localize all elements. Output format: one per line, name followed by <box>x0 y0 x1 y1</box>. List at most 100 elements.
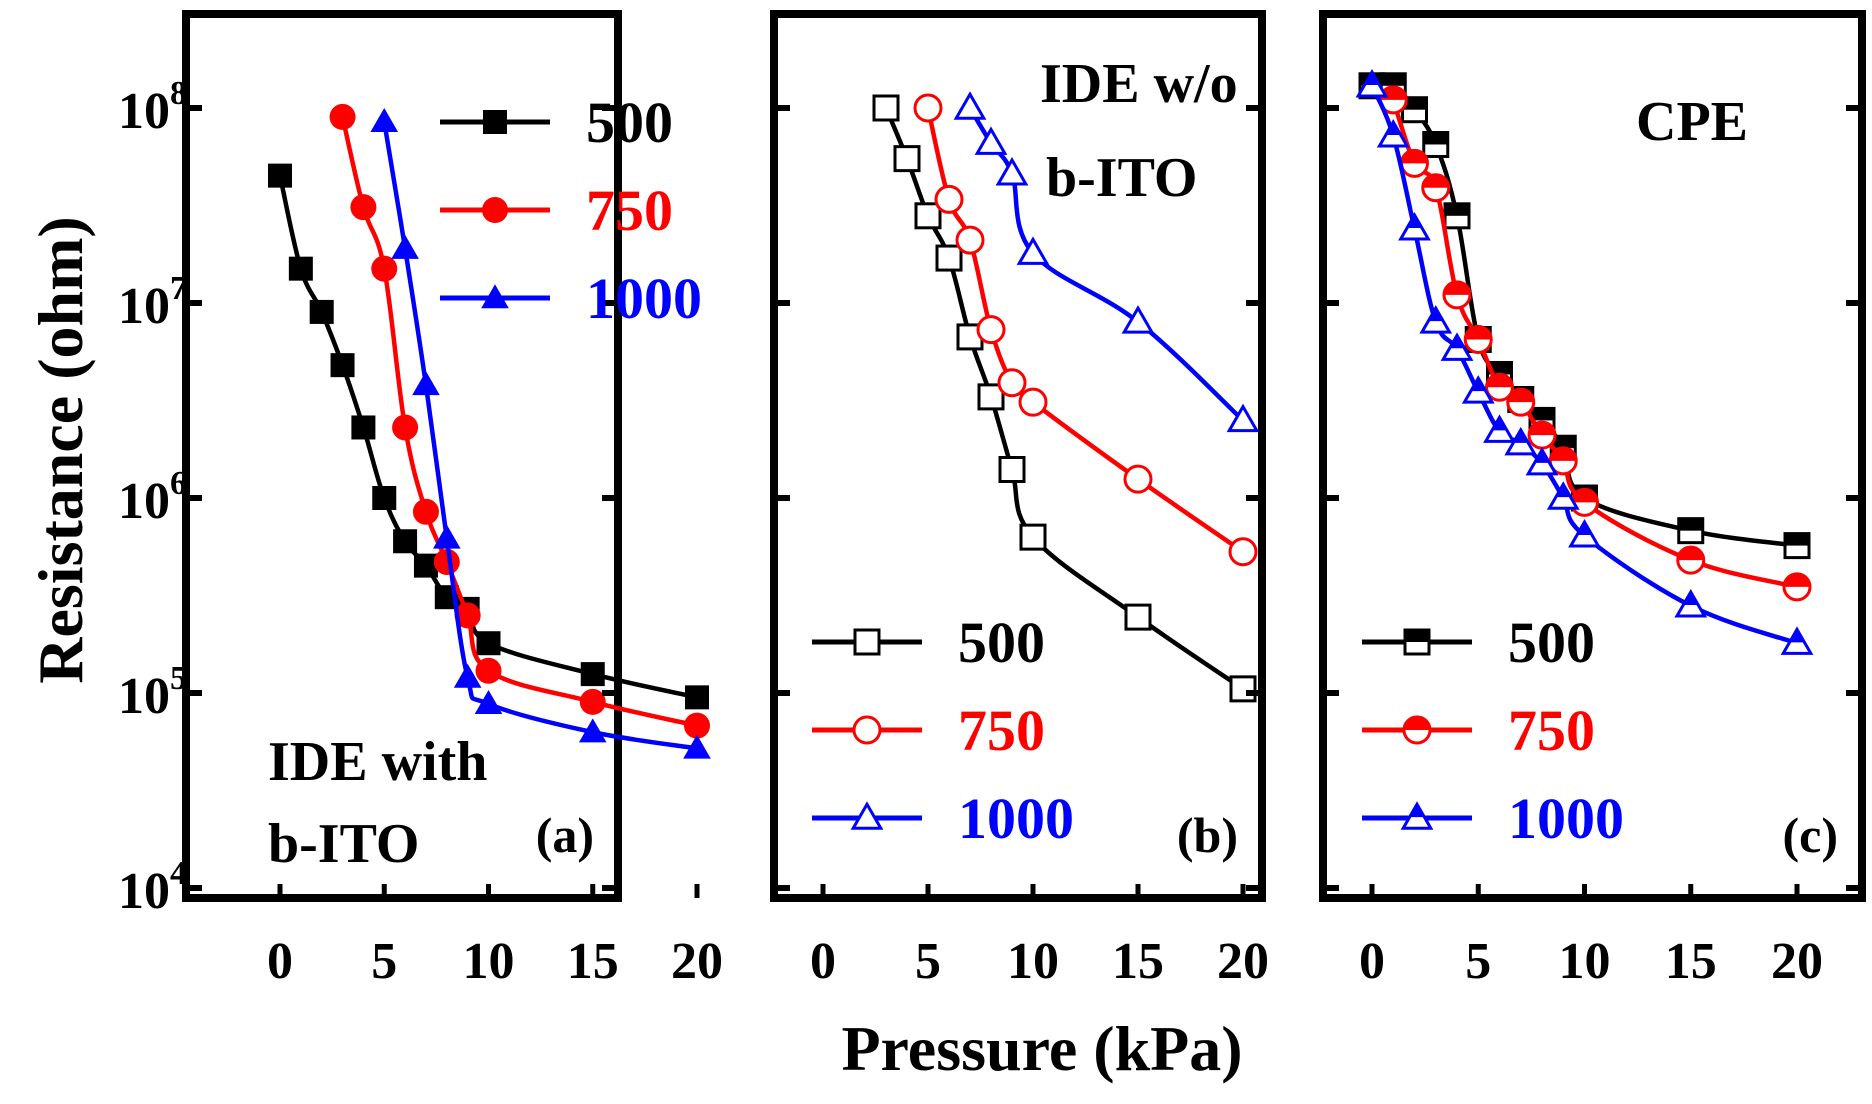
ytick-label: 106 <box>118 465 187 530</box>
panel-c-legend-750: 750 <box>1362 698 1595 763</box>
panel-a-series-500-point <box>476 631 501 656</box>
panel-b-series-500-point <box>1124 603 1152 631</box>
panel-a-xtick-label: 0 <box>267 933 293 990</box>
panel-c-series-1000-point <box>1419 305 1453 334</box>
panel-a-series-750-line <box>340 116 698 728</box>
panel-b-series-750-point <box>1018 387 1048 417</box>
panel-b-legend-marker <box>852 715 882 745</box>
panel-a-legend-500: 500 <box>440 90 673 155</box>
panel-a-xtick-label: 20 <box>671 933 723 990</box>
panel-b-series-1000-point <box>974 126 1008 155</box>
panel-c-series-1000-point <box>1568 518 1601 548</box>
panel-c-xtick-label: 15 <box>1665 933 1717 990</box>
panel-b-series-750-point <box>913 93 943 123</box>
panel-a-series-500-point <box>351 415 376 440</box>
panel-b-legend-marker <box>853 628 881 656</box>
panel-c-series-1000-line <box>1369 84 1798 646</box>
panel-c-series-1000-point <box>1483 414 1516 443</box>
panel-a-series-500-point <box>372 486 397 510</box>
panel-c-legend-label: 500 <box>1508 610 1595 675</box>
panel-b-series-750-point <box>997 368 1027 398</box>
panel-b-legend-750: 750 <box>812 698 1045 763</box>
panel-a-series-1000-point <box>453 663 482 688</box>
panel-c-series-1000-point <box>1376 119 1410 148</box>
panel-a-series-500-point <box>268 163 292 188</box>
panel-a-xtick-label: 15 <box>567 933 619 990</box>
panel-c-label: (c) <box>1783 807 1839 863</box>
panel-b-xtick-label: 0 <box>810 933 836 990</box>
panel-b-annotation-line1: IDE w/o <box>1040 53 1238 115</box>
panel-b-frame <box>770 10 1266 902</box>
panel-c-series-750-point <box>1676 545 1706 575</box>
panel-b-xtick-label: 15 <box>1112 933 1164 990</box>
panel-b-series-1000-point <box>1226 403 1260 433</box>
panel-c-xtick-label: 0 <box>1359 933 1385 990</box>
panel-b-series-500-point <box>1019 523 1047 551</box>
panel-a-series-1000-point <box>578 718 607 743</box>
panel-a-legend-marker <box>481 284 509 309</box>
panel-c-series-1000-point <box>1525 446 1559 476</box>
panel-c-xtick-label: 5 <box>1465 933 1491 990</box>
panel-b-label: (b) <box>1177 807 1238 863</box>
panel-b-series-1000-point <box>1016 236 1050 265</box>
panel-c-series-500-point <box>1783 532 1811 560</box>
x-axis-title: Pressure (kPa) <box>841 1013 1242 1084</box>
panel-b-xtick-label: 10 <box>1007 933 1059 990</box>
panel-c-series-750-point <box>1485 372 1514 402</box>
panel-c-series-500-point <box>1677 517 1705 545</box>
panel-c-series-1000-point <box>1440 332 1474 361</box>
panel-b-series-1000-point <box>995 156 1029 186</box>
panel-a-series-1000-point <box>474 690 503 715</box>
panel-a-series-750-point <box>329 103 356 130</box>
panel-a-series-500-point <box>288 256 313 281</box>
panel-a-legend-marker <box>483 110 507 134</box>
panel-c-legend-500: 500 <box>1362 610 1595 675</box>
ytick-label: 104 <box>118 855 187 920</box>
panel-a-legend-750: 750 <box>440 178 673 243</box>
panel-a-series-500-point <box>685 685 709 710</box>
panel-c-series-1000-point <box>1674 588 1708 618</box>
panel-b-xtick-label: 20 <box>1217 933 1269 990</box>
panel-a-series-500-point <box>330 353 355 378</box>
panel-a-legend-label: 1000 <box>586 266 702 331</box>
panel-c-series-1000-point <box>1546 481 1580 510</box>
panel-a-series-750-point <box>350 194 377 221</box>
panel-a-series-1000-point <box>683 734 711 759</box>
panel-c-series-1000-point <box>1461 375 1495 404</box>
panel-a-label: (a) <box>536 807 594 863</box>
panel-a-series-750-point <box>684 712 710 739</box>
panel-b-legend-label: 750 <box>958 698 1045 763</box>
panel-b-series-750-point <box>1123 464 1153 494</box>
panel-b-legend-label: 1000 <box>958 786 1074 851</box>
panel-c-series-750-point <box>1506 387 1536 417</box>
panel-a-series-500-point <box>309 299 334 324</box>
panel-a-legend-marker <box>482 197 508 223</box>
panel-a-xtick-label: 5 <box>371 933 397 990</box>
panel-b-series-500-point <box>893 145 921 173</box>
panel-a-frame <box>182 10 622 902</box>
panel-c-legend-marker <box>1402 715 1432 745</box>
panel-b-series-750-point <box>955 225 985 255</box>
panel-a-series-1000-point <box>370 107 399 132</box>
panel-c-series-750-point <box>1442 280 1472 310</box>
panel-b-legend-1000: 1000 <box>812 786 1074 851</box>
panel-c-series-500-point <box>1422 130 1450 158</box>
panel-c-series-750-point <box>1463 324 1493 354</box>
panel-c-series-1000-point <box>1780 626 1814 655</box>
panel-a-series-750-point <box>392 414 419 441</box>
panel-b-series-1000-point <box>953 91 987 120</box>
panel-c-legend-marker <box>1403 628 1431 656</box>
panel-c-xtick-label: 20 <box>1771 933 1823 990</box>
panel-c-series-750-point <box>1782 572 1812 602</box>
panel-c-legend-1000: 1000 <box>1362 786 1624 851</box>
panel-a-series-500-line <box>277 175 698 700</box>
ytick-label: 107 <box>118 270 187 335</box>
panel-a-legend-1000: 1000 <box>440 266 702 331</box>
panel-b-series-750-point <box>976 315 1006 345</box>
panel-c-series-1000-point <box>1504 426 1538 456</box>
panel-b-series-750-point <box>934 184 964 214</box>
panel-a-series-750-point <box>433 548 460 575</box>
panel-b-legend-500: 500 <box>812 610 1045 675</box>
panel-b-annotation-line2: b-ITO <box>1046 147 1197 209</box>
